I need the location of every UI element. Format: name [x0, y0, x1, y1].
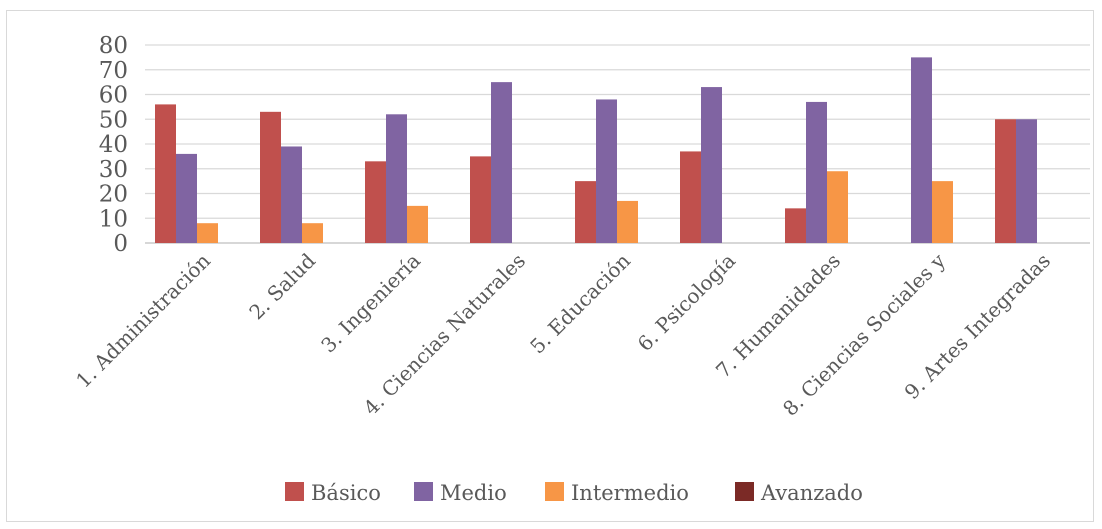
bar-medio-9: [1016, 119, 1037, 243]
bar-b-sico-1: [155, 104, 176, 244]
y-tick-label: 80: [99, 33, 128, 59]
bar-b-sico-5: [575, 181, 596, 243]
bar-medio-1: [176, 153, 197, 243]
y-tick-label: 40: [99, 132, 128, 158]
bar-intermedio-5: [617, 200, 638, 243]
bar-b-sico-6: [680, 151, 701, 243]
legend-swatch: [735, 482, 754, 501]
x-tick-label: 5. Educación: [525, 248, 635, 358]
bar-b-sico-7: [785, 208, 806, 243]
y-tick-label: 0: [113, 231, 128, 257]
bar-medio-8: [911, 57, 932, 243]
bar-medio-6: [701, 87, 722, 243]
legend-label: Avanzado: [760, 481, 863, 505]
x-tick-label: 1. Administración: [71, 248, 215, 392]
bar-b-sico-3: [365, 161, 386, 243]
bar-medio-2: [281, 146, 302, 243]
legend-label: Intermedio: [571, 481, 689, 505]
y-tick-label: 50: [99, 107, 128, 133]
y-tick-label: 10: [99, 206, 128, 232]
x-tick-label: 3. Ingeniería: [316, 249, 425, 358]
bar-medio-5: [596, 99, 617, 243]
bar-b-sico-9: [995, 119, 1016, 243]
bar-b-sico-2: [260, 111, 281, 243]
bar-medio-3: [386, 114, 407, 243]
bar-medio-4: [491, 82, 512, 243]
y-tick-label: 70: [99, 58, 128, 84]
y-tick-label: 30: [99, 157, 128, 183]
y-tick-label: 20: [99, 182, 128, 208]
y-tick-label: 60: [99, 83, 128, 109]
bars: [155, 57, 1037, 244]
legend-swatch: [545, 482, 564, 501]
legend-swatch: [414, 482, 433, 501]
legend-label: Básico: [311, 481, 381, 505]
bar-intermedio-1: [197, 223, 218, 243]
bar-intermedio-3: [407, 205, 428, 243]
x-tick-label: 6. Psicología: [633, 249, 740, 356]
legend-label: Medio: [440, 481, 507, 505]
bar-intermedio-8: [932, 181, 953, 243]
legend-swatch: [285, 482, 304, 501]
legend: Básico Medio Intermedio Avanzado: [285, 481, 863, 505]
bar-intermedio-7: [827, 171, 848, 243]
bar-medio-7: [806, 101, 827, 243]
x-tick-label: 2. Salud: [244, 248, 320, 324]
bar-b-sico-4: [470, 156, 491, 243]
bar-intermedio-2: [302, 223, 323, 243]
